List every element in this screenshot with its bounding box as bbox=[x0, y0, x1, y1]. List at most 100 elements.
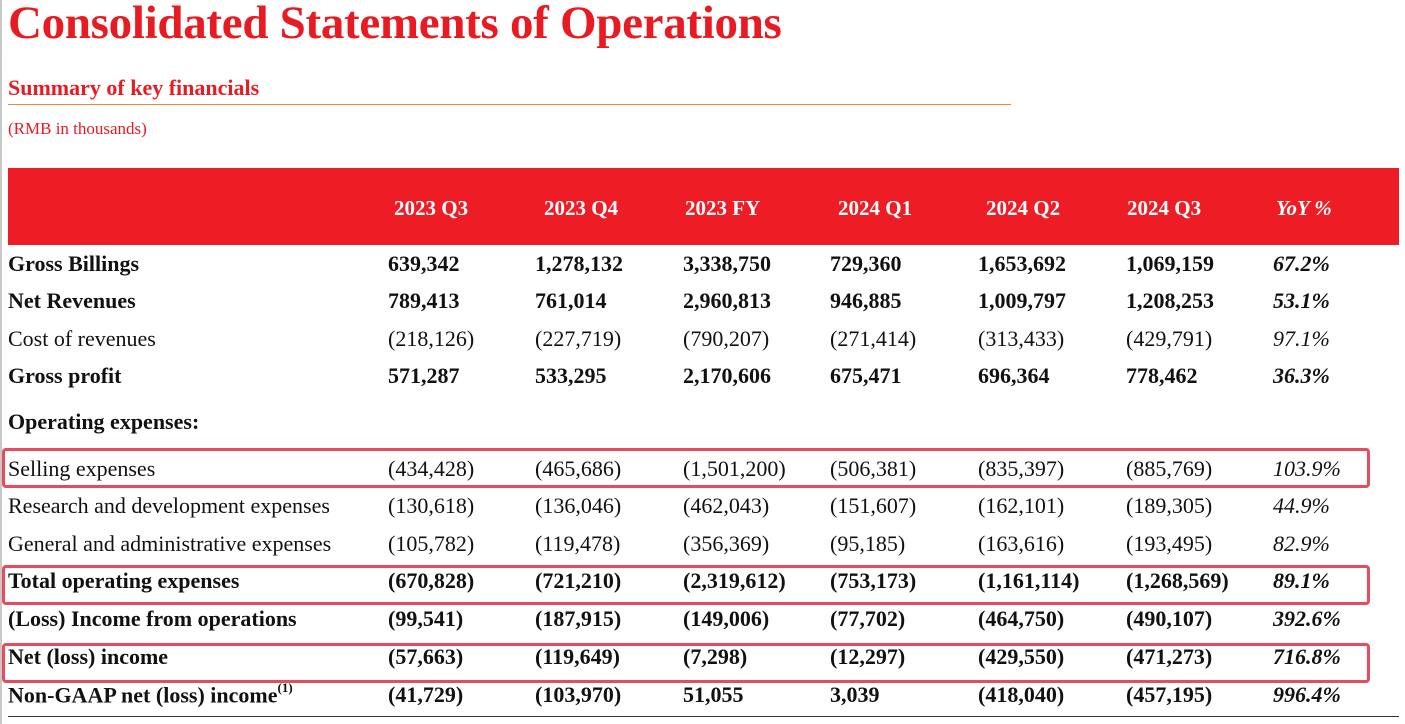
row-label-research-and-development-expenses: Research and development expenses bbox=[8, 493, 330, 519]
cell-general-and-administrative-expenses-2024-q1: (95,185) bbox=[830, 531, 906, 556]
cell-net-loss-income-2023-q3: (57,663) bbox=[388, 644, 464, 669]
cell-gross-billings-2023-fy: 3,338,750 bbox=[683, 251, 771, 276]
row-label-text: Gross Billings bbox=[8, 251, 140, 276]
cell-cost-of-revenues-2023-q4: (227,719) bbox=[535, 326, 622, 351]
cell-non-gaap-net-loss-income-2023-q3: (41,729) bbox=[388, 682, 464, 707]
subtitle-divider bbox=[8, 104, 1011, 105]
cell-non-gaap-net-loss-income-2024-q1: 3,039 bbox=[830, 682, 880, 707]
cell-gross-billings-2023-q3: 639,342 bbox=[388, 251, 460, 276]
cell-net-revenues-2023-q4: 761,014 bbox=[535, 288, 607, 313]
cell-general-and-administrative-expenses-2023-q4: (119,478) bbox=[535, 531, 621, 556]
cell-net-loss-income-2023-q4: (119,649) bbox=[535, 644, 620, 669]
cell-total-operating-expenses-2023-q4: (721,210) bbox=[535, 568, 622, 593]
cell-cost-of-revenues-2023-q3: (218,126) bbox=[388, 326, 475, 351]
row-label-gross-billings: Gross Billings bbox=[8, 251, 139, 277]
row-label-text: Gross profit bbox=[8, 363, 122, 388]
column-header-2023-q4: 2023 Q4 bbox=[544, 196, 619, 220]
cell-selling-expenses-2024-q3: (885,769) bbox=[1126, 456, 1213, 481]
cell-loss-income-from-operations-2023-q4: (187,915) bbox=[535, 606, 622, 631]
row-label-selling-expenses: Selling expenses bbox=[8, 456, 155, 482]
cell-total-operating-expenses-yoy: 89.1% bbox=[1273, 568, 1330, 593]
cell-general-and-administrative-expenses-2024-q3: (193,495) bbox=[1126, 531, 1213, 556]
cell-selling-expenses-2023-q3: (434,428) bbox=[388, 456, 475, 481]
cell-research-and-development-expenses-2024-q2: (162,101) bbox=[978, 493, 1065, 518]
cell-total-operating-expenses-2024-q3: (1,268,569) bbox=[1126, 568, 1229, 593]
cell-net-revenues-yoy: 53.1% bbox=[1273, 288, 1330, 313]
cell-loss-income-from-operations-2024-q1: (77,702) bbox=[830, 606, 906, 631]
cell-net-loss-income-2023-fy: (7,298) bbox=[683, 644, 748, 669]
cell-non-gaap-net-loss-income-2024-q2: (418,040) bbox=[978, 682, 1065, 707]
column-header-2023-q3: 2023 Q3 bbox=[394, 196, 469, 220]
cell-non-gaap-net-loss-income-2024-q3: (457,195) bbox=[1126, 682, 1213, 707]
column-header-2024-q3: 2024 Q3 bbox=[1127, 196, 1202, 220]
cell-net-revenues-2024-q3: 1,208,253 bbox=[1126, 288, 1214, 313]
cell-cost-of-revenues-yoy: 97.1% bbox=[1273, 326, 1330, 351]
row-label-text: Non-GAAP net (loss) income bbox=[8, 682, 278, 708]
table-header-band bbox=[8, 168, 1399, 245]
cell-loss-income-from-operations-2024-q3: (490,107) bbox=[1126, 606, 1213, 631]
left-border bbox=[0, 0, 2, 724]
row-label-text: Research and development expenses bbox=[8, 493, 330, 518]
cell-gross-billings-2024-q1: 729,360 bbox=[830, 251, 902, 276]
cell-general-and-administrative-expenses-2024-q2: (163,616) bbox=[978, 531, 1065, 556]
units-note: (RMB in thousands) bbox=[8, 119, 147, 138]
row-label-net-revenues: Net Revenues bbox=[8, 288, 136, 314]
page-title: Consolidated Statements of Operations bbox=[8, 0, 782, 49]
cell-gross-profit-yoy: 36.3% bbox=[1273, 363, 1330, 388]
cell-non-gaap-net-loss-income-2023-fy: 51,055 bbox=[683, 682, 744, 707]
cell-research-and-development-expenses-2024-q3: (189,305) bbox=[1126, 493, 1213, 518]
row-label-cost-of-revenues: Cost of revenues bbox=[8, 326, 156, 352]
cell-net-revenues-2023-q3: 789,413 bbox=[388, 288, 460, 313]
cell-total-operating-expenses-2024-q1: (753,173) bbox=[830, 568, 917, 593]
section-subtitle: Summary of key financials bbox=[8, 75, 260, 100]
cell-total-operating-expenses-2024-q2: (1,161,114) bbox=[978, 568, 1080, 593]
cell-selling-expenses-yoy: 103.9% bbox=[1273, 456, 1341, 481]
column-header-2023-fy: 2023 FY bbox=[685, 196, 761, 220]
cell-loss-income-from-operations-2024-q2: (464,750) bbox=[978, 606, 1065, 631]
row-label-total-operating-expenses: Total operating expenses bbox=[8, 568, 239, 594]
cell-gross-profit-2024-q1: 675,471 bbox=[830, 363, 902, 388]
cell-selling-expenses-2023-q4: (465,686) bbox=[535, 456, 622, 481]
cell-research-and-development-expenses-2023-q3: (130,618) bbox=[388, 493, 475, 518]
cell-selling-expenses-2024-q1: (506,381) bbox=[830, 456, 917, 481]
cell-research-and-development-expenses-2023-fy: (462,043) bbox=[683, 493, 770, 518]
row-label-text: General and administrative expenses bbox=[8, 531, 332, 556]
cell-net-loss-income-2024-q2: (429,550) bbox=[978, 644, 1065, 669]
footnote-marker: (1) bbox=[277, 680, 293, 695]
cell-research-and-development-expenses-2023-q4: (136,046) bbox=[535, 493, 622, 518]
cell-non-gaap-net-loss-income-2023-q4: (103,970) bbox=[535, 682, 622, 707]
cell-cost-of-revenues-2023-fy: (790,207) bbox=[683, 326, 770, 351]
cell-loss-income-from-operations-2023-fy: (149,006) bbox=[683, 606, 770, 631]
cell-cost-of-revenues-2024-q1: (271,414) bbox=[830, 326, 917, 351]
row-label-net-loss-income: Net (loss) income bbox=[8, 644, 168, 670]
column-header-2024-q2: 2024 Q2 bbox=[986, 196, 1061, 220]
cell-net-loss-income-yoy: 716.8% bbox=[1273, 644, 1341, 669]
cell-gross-profit-2023-q4: 533,295 bbox=[535, 363, 607, 388]
cell-cost-of-revenues-2024-q2: (313,433) bbox=[978, 326, 1065, 351]
cell-loss-income-from-operations-2023-q3: (99,541) bbox=[388, 606, 464, 631]
cell-research-and-development-expenses-yoy: 44.9% bbox=[1273, 493, 1330, 518]
cell-net-revenues-2024-q1: 946,885 bbox=[830, 288, 902, 313]
cell-net-loss-income-2024-q1: (12,297) bbox=[830, 644, 906, 669]
cell-gross-billings-2024-q3: 1,069,159 bbox=[1126, 251, 1214, 276]
row-label-text: Cost of revenues bbox=[8, 326, 156, 351]
cell-selling-expenses-2024-q2: (835,397) bbox=[978, 456, 1065, 481]
cell-gross-billings-2023-q4: 1,278,132 bbox=[535, 251, 623, 276]
highlight-box-total-operating-expenses bbox=[2, 565, 1370, 605]
row-label-operating-expenses: Operating expenses: bbox=[8, 409, 199, 435]
cell-general-and-administrative-expenses-2023-fy: (356,369) bbox=[683, 531, 770, 556]
cell-gross-profit-2024-q2: 696,364 bbox=[978, 363, 1050, 388]
cell-gross-billings-yoy: 67.2% bbox=[1273, 251, 1330, 276]
row-label-loss-income-from-operations: (Loss) Income from operations bbox=[8, 606, 297, 632]
cell-general-and-administrative-expenses-yoy: 82.9% bbox=[1273, 531, 1330, 556]
row-label-text: Net (loss) income bbox=[8, 644, 169, 669]
cell-gross-profit-2024-q3: 778,462 bbox=[1126, 363, 1198, 388]
cell-gross-billings-2024-q2: 1,653,692 bbox=[978, 251, 1066, 276]
row-label-text: Total operating expenses bbox=[8, 568, 240, 593]
row-label-text: Net Revenues bbox=[8, 288, 136, 313]
cell-gross-profit-2023-q3: 571,287 bbox=[388, 363, 460, 388]
highlight-box-selling-expenses bbox=[2, 448, 1370, 488]
cell-non-gaap-net-loss-income-yoy: 996.4% bbox=[1273, 682, 1341, 707]
cell-general-and-administrative-expenses-2023-q3: (105,782) bbox=[388, 531, 475, 556]
row-label-text: Operating expenses: bbox=[8, 409, 200, 434]
